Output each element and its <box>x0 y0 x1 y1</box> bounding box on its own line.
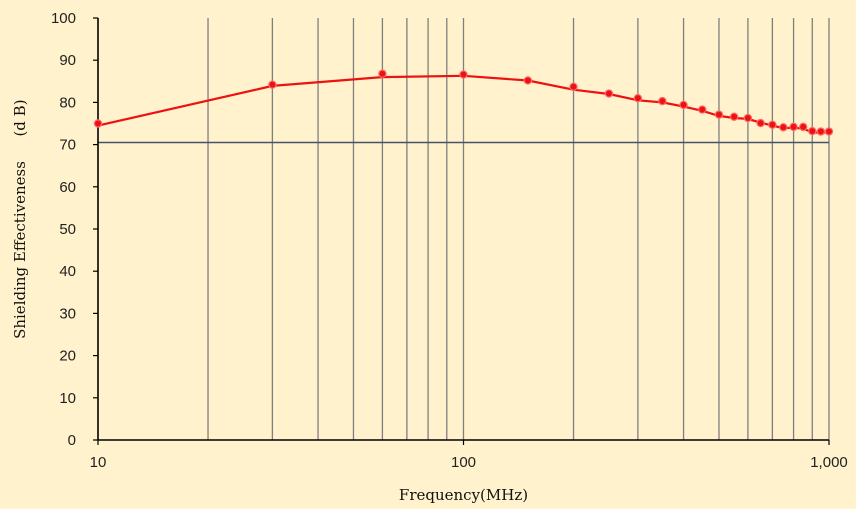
x-tick-labels: 10 100 1,000 <box>90 440 848 471</box>
data-point <box>768 120 777 129</box>
y-tick-label: 50 <box>59 221 76 238</box>
data-point <box>633 93 643 103</box>
x-tick-label: 10 <box>90 454 107 471</box>
data-point <box>816 127 826 136</box>
y-tick-label: 0 <box>68 432 76 449</box>
y-tick-label: 70 <box>59 137 76 154</box>
y-axis-unit: (d B) <box>11 99 29 136</box>
data-point <box>824 127 834 136</box>
y-axis-title: Shielding Effectiveness <box>11 161 29 339</box>
data-point <box>799 122 808 132</box>
y-tick-label: 90 <box>59 52 76 69</box>
data-points <box>93 69 834 136</box>
x-axis-title: Frequency(MHz) <box>399 486 528 504</box>
y-tick-label: 80 <box>59 94 76 111</box>
y-tick-label: 30 <box>59 305 76 322</box>
data-point <box>459 70 468 79</box>
y-tick-label: 100 <box>51 10 76 27</box>
data-point <box>569 82 578 91</box>
data-point <box>756 118 765 128</box>
data-point <box>743 113 753 123</box>
data-point <box>378 69 387 78</box>
data-point <box>779 123 788 132</box>
y-tick-label: 10 <box>59 390 76 407</box>
y-tick-label: 60 <box>59 179 76 196</box>
vertical-gridlines <box>207 18 830 440</box>
x-tick-label: 1,000 <box>810 454 848 471</box>
data-point <box>729 112 739 121</box>
data-point <box>714 110 724 119</box>
data-point <box>268 80 277 89</box>
data-point <box>789 122 798 132</box>
x-tick-label: 100 <box>451 454 476 471</box>
y-tick-label: 40 <box>59 263 76 280</box>
y-tick-labels: 0 10 20 30 40 50 60 70 80 90 100 <box>51 10 98 449</box>
data-point <box>93 119 103 128</box>
data-point <box>604 89 614 98</box>
series-line <box>97 74 830 134</box>
y-tick-label: 20 <box>59 348 76 365</box>
data-point <box>658 96 667 106</box>
data-point <box>698 105 707 114</box>
data-point <box>808 126 817 136</box>
data-point <box>523 76 533 85</box>
data-point <box>679 100 688 110</box>
